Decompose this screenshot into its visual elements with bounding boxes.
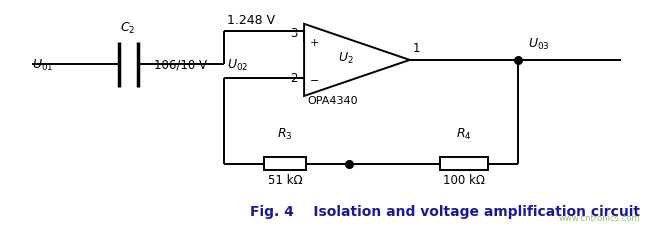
Text: +: +: [310, 38, 319, 48]
Text: 1.248 V: 1.248 V: [227, 14, 276, 27]
Text: $U_{02}$: $U_{02}$: [227, 58, 249, 73]
Text: $-$: $-$: [310, 74, 319, 84]
Text: 3: 3: [291, 27, 298, 40]
Text: $R_4$: $R_4$: [456, 126, 472, 142]
Text: $U_2$: $U_2$: [338, 51, 353, 66]
Text: 2: 2: [290, 72, 298, 85]
Text: 100 kΩ: 100 kΩ: [443, 173, 485, 186]
Text: $U_{01}$: $U_{01}$: [32, 58, 54, 73]
Text: $C_2$: $C_2$: [120, 21, 136, 36]
Text: $R_3$: $R_3$: [277, 126, 293, 142]
FancyBboxPatch shape: [264, 157, 306, 171]
FancyBboxPatch shape: [440, 157, 488, 171]
Text: www.cntronics.com: www.cntronics.com: [558, 213, 640, 222]
Text: Fig. 4    Isolation and voltage amplification circuit: Fig. 4 Isolation and voltage amplificati…: [249, 204, 640, 218]
Text: $U_{03}$: $U_{03}$: [528, 37, 550, 52]
Text: OPA4340: OPA4340: [308, 95, 358, 105]
Text: 1: 1: [413, 42, 421, 55]
Text: 51 kΩ: 51 kΩ: [268, 173, 302, 186]
Text: 106/10 V: 106/10 V: [153, 59, 207, 72]
